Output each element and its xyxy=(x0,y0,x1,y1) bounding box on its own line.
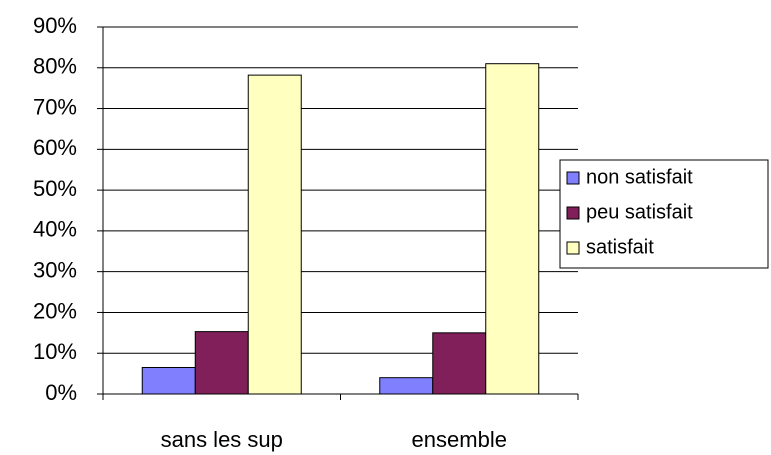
y-tick-label: 60% xyxy=(33,135,77,160)
legend-label: peu satisfait xyxy=(586,201,693,223)
bar xyxy=(194,331,249,395)
bar xyxy=(379,377,434,395)
y-tick-label: 20% xyxy=(33,298,77,323)
y-tick-label: 80% xyxy=(33,54,77,79)
y-tick-label: 40% xyxy=(33,217,77,242)
y-tick-label: 70% xyxy=(33,94,77,119)
legend-box xyxy=(559,159,769,269)
bar xyxy=(432,332,487,395)
x-tick-label: ensemble xyxy=(412,427,507,452)
x-tick-label: sans les sup xyxy=(161,427,283,452)
y-tick-label: 30% xyxy=(33,257,77,282)
legend-label: non satisfait xyxy=(586,166,693,188)
legend-swatch xyxy=(566,206,580,220)
legend-label: satisfait xyxy=(586,236,654,258)
legend-swatch xyxy=(566,241,580,255)
legend-swatch xyxy=(566,171,580,185)
bar xyxy=(141,366,196,395)
y-tick-label: 90% xyxy=(33,13,77,38)
y-tick-label: 10% xyxy=(33,339,77,364)
y-tick-label: 50% xyxy=(33,176,77,201)
bar xyxy=(485,63,540,395)
bar xyxy=(247,74,302,395)
y-tick-label: 0% xyxy=(45,380,77,405)
